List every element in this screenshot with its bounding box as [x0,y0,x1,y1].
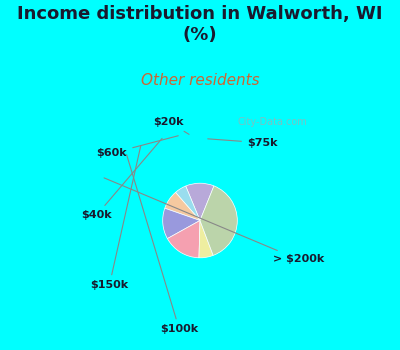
Text: $75k: $75k [208,138,278,148]
Text: $150k: $150k [90,146,141,290]
Text: $20k: $20k [154,117,189,134]
Text: $40k: $40k [81,138,162,220]
Text: $60k: $60k [97,136,178,158]
Wedge shape [186,183,214,220]
Wedge shape [167,220,200,258]
Text: > $200k: > $200k [104,178,324,264]
Text: City-Data.com: City-Data.com [238,117,307,127]
Wedge shape [200,186,237,256]
Text: $100k: $100k [127,155,198,334]
Text: Income distribution in Walworth, WI
(%): Income distribution in Walworth, WI (%) [17,5,383,44]
Wedge shape [199,220,213,258]
Text: Other residents: Other residents [141,73,259,88]
Wedge shape [165,193,200,220]
Wedge shape [176,186,200,220]
Wedge shape [163,208,200,239]
